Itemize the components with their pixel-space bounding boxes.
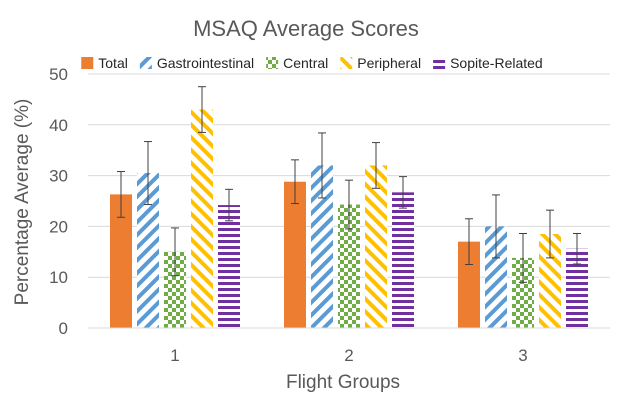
bar-sopite-related-group-1 (218, 205, 240, 328)
bar-gastrointestinal-group-2 (311, 165, 333, 328)
x-tick-label: 2 (344, 346, 353, 365)
bars (110, 109, 588, 328)
legend-label-peripheral: Peripheral (357, 55, 421, 71)
legend-swatch-gastrointestinal (139, 57, 152, 69)
legend-label-central: Central (283, 55, 328, 71)
legend-swatch-peripheral (340, 57, 353, 69)
legend-label-gastrointestinal: Gastrointestinal (157, 55, 254, 71)
bar-central-group-1 (164, 251, 186, 328)
y-tick-label: 0 (59, 319, 68, 338)
legend-label-total: Total (98, 55, 128, 71)
legend-swatch-sopite-related (433, 57, 446, 69)
y-tick-label: 30 (49, 167, 68, 186)
bar-peripheral-group-2 (365, 165, 387, 328)
y-tick-label: 20 (49, 217, 68, 236)
legend-swatch-central (266, 57, 279, 69)
y-axis-ticks: 0 10 20 30 40 50 (49, 65, 68, 338)
error-bars (117, 86, 581, 283)
bar-gastrointestinal-group-1 (137, 173, 159, 328)
legend: Total Gastrointestinal Central Peripheral So… (81, 55, 543, 71)
bar-total-group-3 (458, 241, 480, 328)
bar-sopite-related-group-2 (392, 192, 414, 328)
legend-swatch-total (81, 57, 94, 69)
legend-label-sopite-related: Sopite-Related (450, 55, 543, 71)
y-tick-label: 50 (49, 65, 68, 84)
y-axis-title: Percentage Average (%) (12, 99, 33, 306)
bar-central-group-3 (512, 257, 534, 328)
bar-sopite-related-group-3 (566, 248, 588, 328)
y-tick-label: 10 (49, 268, 68, 287)
x-axis-title: Flight Groups (286, 372, 400, 393)
bar-total-group-2 (284, 181, 306, 328)
bar-peripheral-group-3 (539, 234, 561, 328)
y-tick-label: 40 (49, 116, 68, 135)
x-tick-label: 1 (170, 346, 179, 365)
x-tick-label: 3 (518, 346, 527, 365)
bar-central-group-2 (338, 204, 360, 328)
chart-title: MSAQ Average Scores (193, 16, 419, 41)
bar-peripheral-group-1 (191, 109, 213, 328)
bar-total-group-1 (110, 194, 132, 328)
x-axis-ticks: 1 2 3 (170, 346, 527, 365)
bar-gastrointestinal-group-3 (485, 226, 507, 328)
